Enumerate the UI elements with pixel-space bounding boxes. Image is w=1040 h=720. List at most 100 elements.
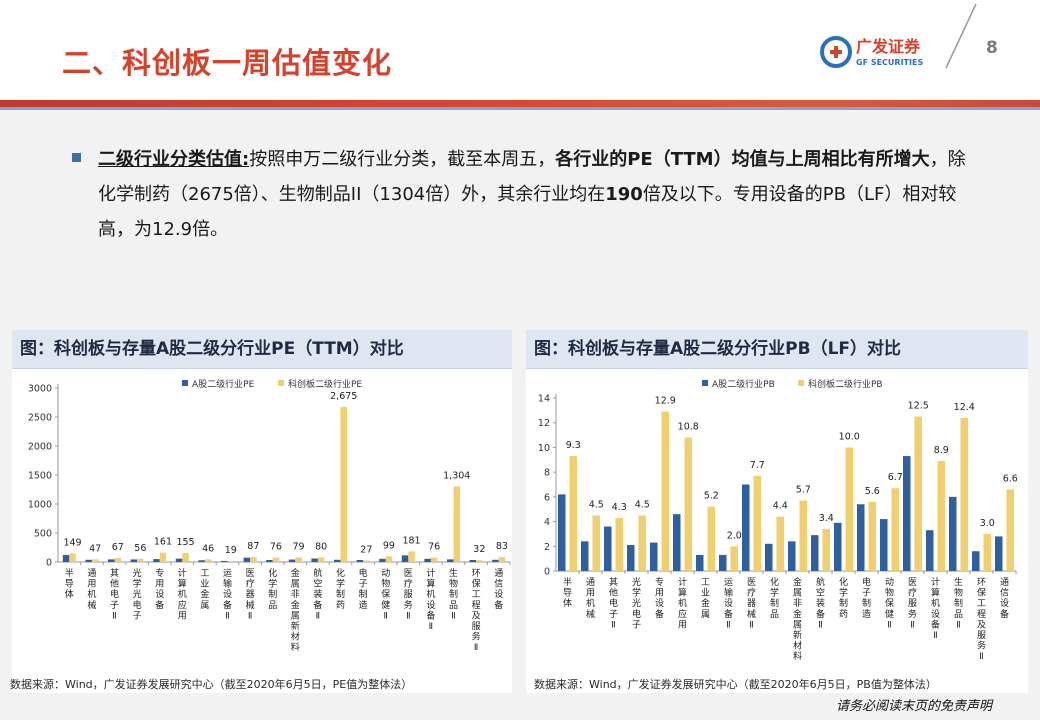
pb-bar-a-10 [788, 541, 796, 571]
pb-bar-a-12 [834, 522, 842, 571]
pb-x-label-16: 计算机设备 Ⅱ [931, 576, 940, 641]
pe-legend-swatch-1 [278, 380, 284, 386]
pe-bar-star-16 [430, 557, 438, 562]
pb-data-label-10: 5.7 [796, 485, 811, 496]
pb-bar-a-2 [604, 526, 612, 571]
pe-x-label-13: 电子制造 [359, 567, 368, 611]
pb-bar-star-5 [684, 437, 692, 571]
pe-bar-star-4 [159, 552, 167, 562]
pb-y-tick-1: 2 [544, 542, 550, 553]
pb-x-label-8: 医疗器械 Ⅱ [747, 577, 756, 630]
pb-data-label-16: 8.9 [934, 445, 949, 456]
pb-data-label-7: 2.0 [727, 530, 742, 541]
pb-x-label-7: 运输设备 Ⅱ [724, 577, 733, 630]
pe-bar-a-0 [62, 555, 70, 562]
pb-bar-a-19 [995, 536, 1003, 571]
pb-bar-star-13 [868, 501, 876, 571]
pe-data-label-7: 19 [225, 545, 237, 556]
slide-header: 二、科创板一周估值变化 广发证券 GF SECURITIES 8 [0, 0, 1040, 100]
pe-bar-star-6 [204, 559, 212, 562]
pb-bar-star-15 [914, 416, 922, 571]
pe-chart: A股二级行业PE 科创板二级行业PE 0 500 1000 1500 2000 2500 300… [28, 378, 511, 653]
pe-bar-a-16 [424, 558, 431, 562]
pe-bar-star-10 [295, 557, 302, 562]
pe-bar-star-9 [272, 557, 280, 562]
pe-x-label-16: 计算机设备 Ⅱ [426, 567, 435, 632]
pb-bar-a-0 [558, 494, 566, 571]
divider-slash [945, 3, 977, 69]
pe-data-label-2: 67 [112, 542, 124, 553]
pe-bar-star-7 [227, 560, 234, 562]
summary-bold-2: 190 [605, 184, 643, 205]
pb-data-label-13: 5.6 [865, 486, 880, 497]
pb-x-label-0: 半导体 [563, 576, 572, 609]
pb-x-label-1: 通用机械 [586, 577, 595, 620]
pb-x-label-9: 化学制品 [770, 576, 779, 620]
pb-y-tick-6: 12 [538, 418, 550, 429]
pb-bar-a-3 [627, 545, 635, 571]
pb-data-label-11: 3.4 [819, 513, 834, 524]
pb-bar-star-1 [592, 515, 600, 571]
pb-data-label-3: 4.5 [635, 499, 650, 510]
pe-x-label-8: 医疗器械 Ⅱ [246, 568, 255, 621]
pe-bar-star-8 [250, 556, 257, 562]
pb-data-label-0: 9.3 [566, 440, 581, 451]
pe-x-label-15: 医疗服务 Ⅱ [404, 568, 413, 621]
pb-legend-label-0: A股二级行业PB [712, 378, 775, 390]
pe-x-label-12: 化学制药 [336, 567, 345, 611]
page-number: 8 [986, 38, 998, 58]
pb-y-tick-0: 0 [544, 567, 550, 578]
pe-bar-a-5 [175, 558, 183, 562]
pb-data-label-6: 5.2 [704, 491, 719, 502]
pe-bar-star-14 [385, 556, 393, 562]
pe-bar-a-10 [288, 559, 296, 562]
header-blue-line [0, 107, 1040, 110]
pb-x-label-18: 环保工程及服务 Ⅱ [977, 577, 986, 662]
pb-bar-star-2 [615, 517, 623, 571]
summary-label: 二级行业分类估值: [98, 149, 250, 170]
pb-data-label-8: 7.7 [750, 460, 765, 471]
pe-x-label-19: 通信设备 [494, 568, 503, 611]
pb-chart-title: 图：科创板与存量A股二级分行业PB（LF）对比 [526, 330, 1028, 369]
pb-bar-star-8 [753, 475, 761, 571]
pb-bar-a-7 [719, 554, 727, 571]
pb-legend-swatch-0 [702, 380, 708, 386]
pb-data-label-12: 10.0 [839, 431, 860, 442]
pb-bar-star-18 [983, 533, 991, 571]
pb-bar-star-10 [799, 500, 807, 571]
pe-data-label-11: 80 [315, 541, 327, 552]
pb-x-label-14: 动物保健 Ⅱ [885, 577, 894, 630]
pb-bar-star-6 [707, 506, 715, 571]
pb-bar-a-6 [696, 554, 704, 571]
slide-title: 二、科创板一周估值变化 [62, 46, 393, 80]
pb-bar-star-0 [569, 456, 577, 571]
pe-x-label-0: 半导体 [65, 567, 74, 600]
pe-data-label-18: 32 [473, 544, 485, 555]
pb-y-tick-5: 10 [538, 443, 550, 454]
pb-data-label-5: 10.8 [678, 422, 699, 433]
pe-bar-a-13 [356, 559, 364, 562]
pe-bar-a-7 [221, 560, 228, 562]
pe-data-label-15: 181 [402, 536, 420, 547]
pb-y-tick-4: 8 [544, 468, 550, 479]
pb-legend: A股二级行业PB 科创板二级行业PB [702, 378, 883, 390]
pe-bar-a-17 [447, 559, 454, 562]
pe-chart-panel: 图：科创板与存量A股二级分行业PE（TTM）对比 A股二级行业PE 科创板二级行业… [12, 330, 512, 693]
pe-bar-star-5 [182, 553, 189, 562]
pe-legend-label-0: A股二级行业PE [192, 378, 255, 390]
pb-bar-star-4 [661, 411, 669, 571]
pb-bar-star-9 [776, 516, 784, 571]
pb-data-label-4: 12.9 [655, 396, 676, 407]
pb-data-label-18: 3.0 [980, 518, 995, 529]
gf-logo: 广发证券 GF SECURITIES [820, 36, 923, 68]
pb-bar-a-17 [949, 496, 957, 571]
logo-subtitle: GF SECURITIES [856, 58, 923, 67]
pb-data-label-19: 6.6 [1003, 473, 1018, 484]
pb-x-label-11: 航空装备 Ⅱ [816, 576, 825, 630]
pb-chart: A股二级行业PB 科创板二级行业PB 0 2 4 6 8 10 12 14 9.3 半导体 4.5 通用机… [538, 378, 1018, 662]
pe-x-label-1: 通用机械 [87, 568, 96, 611]
pe-y-tick-1: 500 [34, 529, 52, 540]
pb-bar-a-9 [765, 543, 773, 571]
pe-y-tick-4: 2000 [28, 442, 52, 453]
header-red-bar [0, 100, 1040, 107]
